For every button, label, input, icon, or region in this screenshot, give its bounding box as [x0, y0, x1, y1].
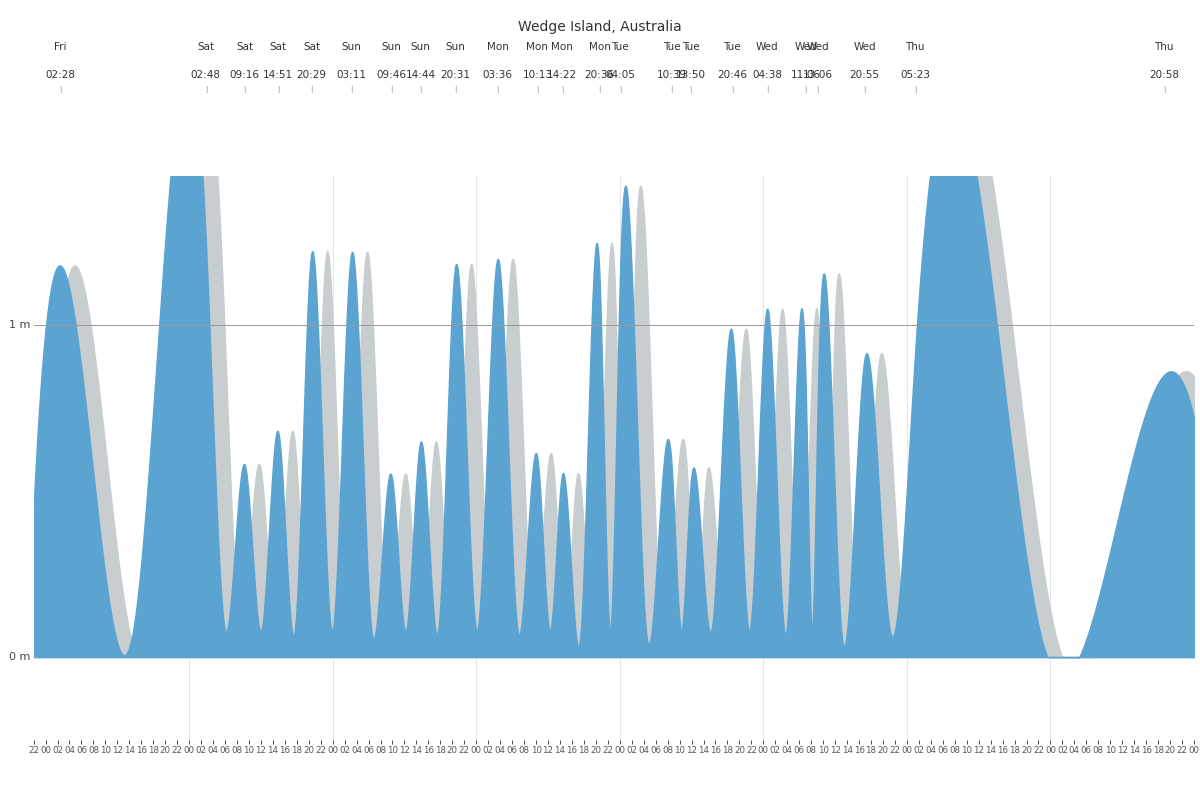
Text: |: | [205, 86, 208, 94]
Text: 13:50: 13:50 [676, 70, 706, 80]
Text: Sun: Sun [410, 42, 431, 52]
Text: 05:23: 05:23 [900, 70, 930, 80]
Text: Thu: Thu [905, 42, 925, 52]
Text: 03:11: 03:11 [337, 70, 367, 80]
Text: |: | [455, 86, 456, 94]
Text: Sat: Sat [304, 42, 320, 52]
Text: Mon: Mon [487, 42, 509, 52]
Text: |: | [390, 86, 392, 94]
Text: 09:46: 09:46 [376, 70, 406, 80]
Text: Thu: Thu [1154, 42, 1174, 52]
Text: 14:22: 14:22 [547, 70, 577, 80]
Text: Mon: Mon [551, 42, 574, 52]
Text: 04:38: 04:38 [752, 70, 782, 80]
Text: |: | [816, 86, 818, 94]
Text: |: | [244, 86, 246, 94]
Text: 13:06: 13:06 [803, 70, 833, 80]
Text: 1 m: 1 m [10, 320, 31, 330]
Text: 09:16: 09:16 [229, 70, 259, 80]
Text: Sun: Sun [445, 42, 466, 52]
Text: 20:55: 20:55 [850, 70, 880, 80]
Text: Tue: Tue [662, 42, 680, 52]
Text: |: | [766, 86, 768, 94]
Text: |: | [350, 86, 353, 94]
Text: Sat: Sat [197, 42, 215, 52]
Text: Sun: Sun [342, 42, 361, 52]
Text: Fri: Fri [54, 42, 66, 52]
Text: |: | [560, 86, 563, 94]
Text: 10:39: 10:39 [656, 70, 686, 80]
Text: Wed: Wed [806, 42, 829, 52]
Text: 20:46: 20:46 [718, 70, 748, 80]
Text: Mon: Mon [527, 42, 548, 52]
Text: 11:06: 11:06 [791, 70, 821, 80]
Text: 03:36: 03:36 [482, 70, 512, 80]
Text: |: | [1163, 86, 1165, 94]
Text: 20:58: 20:58 [1148, 70, 1178, 80]
Text: Mon: Mon [588, 42, 611, 52]
Text: 20:29: 20:29 [296, 70, 326, 80]
Text: 14:44: 14:44 [406, 70, 436, 80]
Text: |: | [497, 86, 499, 94]
Text: Wed: Wed [794, 42, 817, 52]
Text: 10:13: 10:13 [522, 70, 552, 80]
Text: |: | [914, 86, 917, 94]
Text: 02:28: 02:28 [46, 70, 76, 80]
Text: Tue: Tue [724, 42, 740, 52]
Text: |: | [277, 86, 280, 94]
Text: |: | [536, 86, 539, 94]
Text: |: | [59, 86, 61, 94]
Text: |: | [805, 86, 806, 94]
Text: Wedge Island, Australia: Wedge Island, Australia [518, 20, 682, 34]
Text: Sat: Sat [269, 42, 287, 52]
Text: |: | [619, 86, 622, 94]
Text: |: | [863, 86, 865, 94]
Text: 02:48: 02:48 [191, 70, 221, 80]
Text: 14:51: 14:51 [263, 70, 293, 80]
Text: |: | [311, 86, 313, 94]
Text: |: | [599, 86, 601, 94]
Text: |: | [420, 86, 422, 94]
Text: Tue: Tue [612, 42, 629, 52]
Text: 20:31: 20:31 [440, 70, 470, 80]
Text: 0 m: 0 m [10, 652, 31, 662]
Text: Wed: Wed [853, 42, 876, 52]
Text: |: | [731, 86, 733, 94]
Text: |: | [689, 86, 691, 94]
Text: Sat: Sat [236, 42, 253, 52]
Text: Wed: Wed [756, 42, 779, 52]
Text: Tue: Tue [682, 42, 700, 52]
Text: Sun: Sun [382, 42, 401, 52]
Text: 04:05: 04:05 [605, 70, 635, 80]
Text: |: | [671, 86, 673, 94]
Text: 20:36: 20:36 [584, 70, 614, 80]
